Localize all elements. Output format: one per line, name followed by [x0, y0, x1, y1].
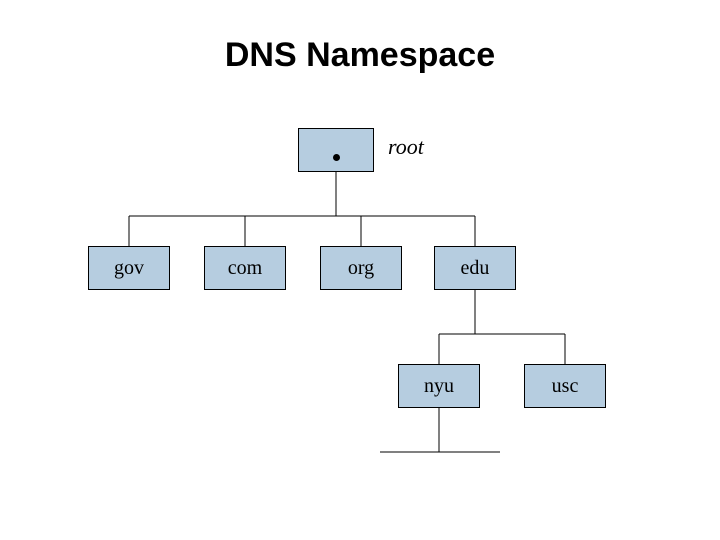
node-label-usc: usc [552, 375, 579, 398]
node-label-nyu: nyu [424, 375, 454, 398]
node-org: org [320, 246, 402, 290]
root-label: root [388, 134, 424, 160]
node-nyu: nyu [398, 364, 480, 408]
node-edu: edu [434, 246, 516, 290]
root-dot [333, 154, 340, 161]
node-usc: usc [524, 364, 606, 408]
node-root [298, 128, 374, 172]
node-gov: gov [88, 246, 170, 290]
node-label-com: com [228, 257, 262, 280]
node-label-edu: edu [461, 257, 490, 280]
node-label-gov: gov [114, 257, 144, 280]
node-label-org: org [348, 257, 374, 280]
node-com: com [204, 246, 286, 290]
